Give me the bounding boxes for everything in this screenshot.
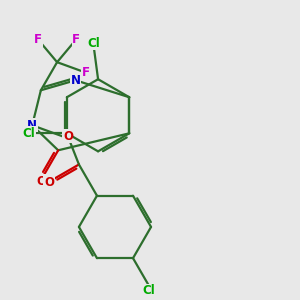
- Text: F: F: [72, 34, 80, 46]
- Text: N: N: [70, 74, 80, 87]
- Text: O: O: [44, 176, 54, 189]
- Text: F: F: [34, 34, 42, 46]
- Text: Cl: Cl: [87, 37, 100, 50]
- Text: O: O: [36, 175, 46, 188]
- Text: Cl: Cl: [143, 284, 156, 297]
- Text: F: F: [82, 66, 90, 79]
- Text: O: O: [63, 130, 73, 143]
- Text: Cl: Cl: [23, 127, 36, 140]
- Text: N: N: [27, 119, 37, 132]
